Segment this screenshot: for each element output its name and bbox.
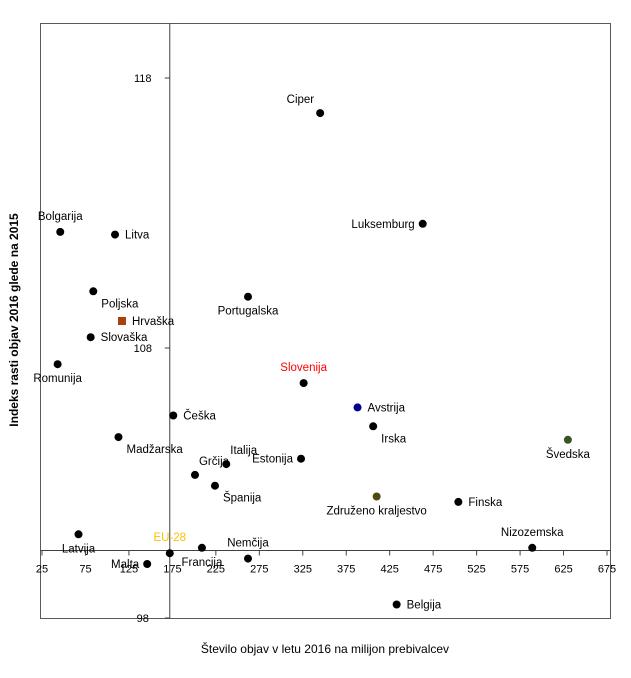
- label-finska: Finska: [468, 497, 502, 509]
- point-svedska: [563, 435, 572, 444]
- y-tick-label: 118: [134, 73, 152, 85]
- point-slovenija: [299, 379, 308, 388]
- point-francija: [197, 543, 206, 552]
- y-tick-label: 108: [134, 343, 152, 355]
- point-ciper: [316, 109, 325, 118]
- point-madzarska: [114, 433, 123, 442]
- label-litva: Litva: [125, 230, 150, 242]
- x-tick-label: 475: [424, 564, 442, 576]
- label-eu-28: EU-28: [153, 532, 186, 544]
- x-tick-label: 425: [381, 564, 399, 576]
- label-nemcija: Nemčija: [227, 538, 269, 550]
- label-zdruzeno-kraljestvo: Združeno kraljestvo: [326, 506, 426, 518]
- label-grcija: Grčija: [199, 456, 230, 468]
- point-malta: [143, 560, 152, 568]
- x-tick-label: 375: [337, 564, 355, 576]
- point-slovaska: [86, 333, 95, 342]
- label-spanija: Španija: [223, 492, 262, 505]
- point-grcija: [190, 470, 199, 479]
- point-latvija: [74, 530, 83, 539]
- x-tick-label: 25: [36, 564, 48, 576]
- point-avstrija: [353, 403, 362, 412]
- x-tick-label: 275: [250, 564, 268, 576]
- x-tick-label: 225: [207, 564, 225, 576]
- point-italija: [222, 460, 231, 469]
- x-tick-label: 625: [554, 564, 572, 576]
- point-ceska: [169, 411, 178, 420]
- x-tick-label: 675: [598, 564, 616, 576]
- y-tick-label: 98: [137, 613, 149, 625]
- point-belgija: [392, 600, 401, 609]
- label-portugalska: Portugalska: [218, 306, 279, 318]
- point-romunija: [53, 360, 62, 369]
- point-portugalska: [244, 292, 253, 301]
- y-axis-title: Indeks rasti objav 2016 glede na 2015: [7, 213, 21, 427]
- label-slovaska: Slovaška: [101, 332, 148, 344]
- label-francija: Francija: [181, 557, 223, 569]
- data-labels: Ciper Bolgarija Litva Luksemburg Poljska Port…: [33, 94, 590, 611]
- label-avstrija: Avstrija: [368, 402, 406, 414]
- label-bolgarija: Bolgarija: [38, 211, 83, 223]
- point-hrvaska: [117, 317, 126, 325]
- x-tick-label: 575: [511, 564, 529, 576]
- point-bolgarija: [56, 227, 65, 236]
- label-luksemburg: Luksemburg: [351, 219, 414, 231]
- point-finska: [454, 497, 463, 506]
- point-irska: [369, 422, 378, 431]
- label-romunija: Romunija: [33, 373, 82, 385]
- plot-border: [40, 23, 611, 619]
- label-latvija: Latvija: [62, 543, 96, 555]
- x-tick-label: 525: [467, 564, 485, 576]
- x-axis-ticks: 25 75 125 175 225 275 325 375 425 475 525 575 625 675: [36, 550, 616, 576]
- x-tick-label: 175: [163, 564, 181, 576]
- point-poljska: [89, 287, 98, 296]
- x-tick-label: 125: [120, 564, 138, 576]
- label-estonija: Estonija: [252, 454, 294, 466]
- point-zdruzeno-kraljestvo: [372, 492, 381, 501]
- point-spanija: [210, 481, 219, 490]
- x-axis-title: Število objav v letu 2016 na milijon pre…: [201, 641, 449, 656]
- label-svedska: Švedska: [546, 448, 591, 461]
- label-irska: Irska: [381, 433, 407, 445]
- y-axis-ticks: 98 108 118: [134, 73, 170, 625]
- point-luksemburg: [418, 219, 427, 228]
- x-tick-label: 325: [294, 564, 312, 576]
- label-italija: Italija: [230, 445, 257, 457]
- label-ciper: Ciper: [287, 94, 315, 106]
- label-poljska: Poljska: [101, 298, 139, 310]
- point-estonija: [297, 454, 306, 463]
- label-malta: Malta: [111, 559, 140, 571]
- data-points: [53, 109, 572, 609]
- label-slovenija: Slovenija: [280, 362, 327, 374]
- point-nemcija: [244, 554, 253, 563]
- point-litva: [111, 230, 120, 239]
- label-madzarska: Madžarska: [126, 444, 183, 456]
- point-nizozemska: [528, 543, 537, 552]
- point-eu-28: [165, 549, 174, 558]
- label-ceska: Češka: [183, 410, 216, 423]
- x-tick-label: 75: [79, 564, 91, 576]
- label-hrvaska: Hrvaška: [132, 316, 175, 328]
- label-belgija: Belgija: [407, 600, 442, 612]
- label-nizozemska: Nizozemska: [501, 527, 564, 539]
